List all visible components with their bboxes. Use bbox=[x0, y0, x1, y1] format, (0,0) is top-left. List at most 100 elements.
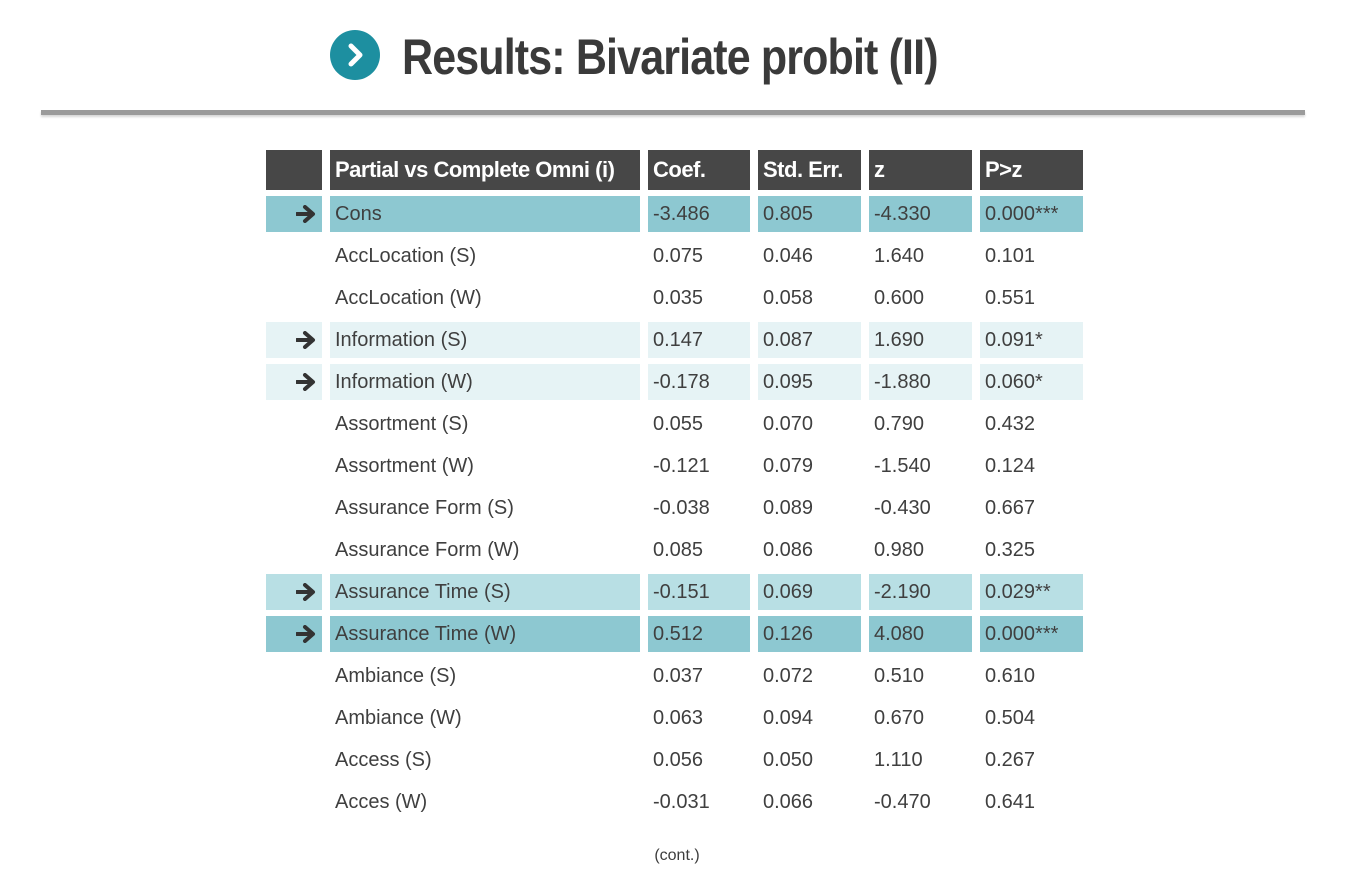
cell-variable: AccLocation (W) bbox=[335, 286, 482, 309]
cell-std-err: 0.050 bbox=[763, 748, 814, 771]
row-marker-cell bbox=[266, 784, 322, 820]
cell-z: 0.600 bbox=[874, 286, 925, 309]
row-marker-cell bbox=[266, 700, 322, 736]
chevron-glyph bbox=[348, 43, 363, 67]
cell-z: 1.640 bbox=[874, 244, 925, 267]
cell-p-value: 0.267 bbox=[985, 748, 1036, 771]
cell-p-value: 0.060* bbox=[980, 364, 1083, 400]
table-row: Information (W) -0.178 0.095 -1.880 0.060* bbox=[266, 364, 1083, 400]
cell-variable: Assurance Time (S) bbox=[330, 574, 640, 610]
cell-coef: -0.151 bbox=[648, 574, 750, 610]
cell-coef: -0.121 bbox=[653, 454, 710, 477]
cell-p-value: 0.124 bbox=[985, 454, 1036, 477]
table-row: Assurance Time (S) -0.151 0.069 -2.190 0.029… bbox=[266, 574, 1083, 610]
cell-z: 1.110 bbox=[874, 748, 923, 771]
slide-title: Results: Bivariate probit (II) bbox=[401, 29, 939, 85]
cell-variable: Assurance Form (W) bbox=[335, 538, 520, 561]
cell-std-err: 0.086 bbox=[763, 538, 814, 561]
cell-p-value: 0.091* bbox=[980, 322, 1083, 358]
table-row: Assortment (S) 0.055 0.070 0.790 0.432 bbox=[266, 406, 1083, 442]
table-row: AccLocation (W) 0.035 0.058 0.600 0.551 bbox=[266, 280, 1083, 316]
table-row: Assortment (W) -0.121 0.079 -1.540 0.124 bbox=[266, 448, 1083, 484]
cell-variable: Acces (W) bbox=[335, 790, 428, 813]
cell-z: 0.670 bbox=[874, 706, 925, 729]
row-marker-cell bbox=[266, 322, 322, 358]
cell-coef: 0.063 bbox=[653, 706, 704, 729]
cell-coef: 0.085 bbox=[653, 538, 704, 561]
cell-z: -2.190 bbox=[869, 574, 972, 610]
row-marker-cell bbox=[266, 196, 322, 232]
cell-p-value: 0.551 bbox=[985, 286, 1036, 309]
table-row: Access (S) 0.056 0.050 1.110 0.267 bbox=[266, 742, 1083, 778]
cell-z: 1.690 bbox=[869, 322, 972, 358]
cell-z: -4.330 bbox=[869, 196, 972, 232]
cell-p-value: 0.000*** bbox=[980, 196, 1083, 232]
cell-p-value: 0.610 bbox=[985, 664, 1036, 687]
row-marker-cell bbox=[266, 490, 322, 526]
arrow-right-icon bbox=[296, 581, 316, 603]
cell-variable: Ambiance (W) bbox=[335, 706, 462, 729]
row-marker-cell bbox=[266, 448, 322, 484]
cell-p-value: 0.000*** bbox=[980, 616, 1083, 652]
cell-p-value: 0.029** bbox=[980, 574, 1083, 610]
row-marker-cell bbox=[266, 742, 322, 778]
arrow-right-icon bbox=[296, 203, 316, 225]
header-marker-column bbox=[266, 150, 322, 190]
cell-coef: 0.055 bbox=[653, 412, 704, 435]
row-marker-cell bbox=[266, 280, 322, 316]
results-table-body: Cons -3.486 0.805 -4.330 0.000*** AccLocation… bbox=[266, 196, 1083, 820]
table-row: Assurance Form (S) -0.038 0.089 -0.430 0.667 bbox=[266, 490, 1083, 526]
table-row: Information (S) 0.147 0.087 1.690 0.091* bbox=[266, 322, 1083, 358]
row-marker-cell bbox=[266, 238, 322, 274]
cell-z: -0.470 bbox=[874, 790, 931, 813]
cell-coef: 0.512 bbox=[648, 616, 750, 652]
cell-p-value: 0.325 bbox=[985, 538, 1036, 561]
cell-coef: -0.178 bbox=[648, 364, 750, 400]
cell-variable: Assortment (S) bbox=[335, 412, 469, 435]
row-marker-cell bbox=[266, 658, 322, 694]
cell-variable: Cons bbox=[330, 196, 640, 232]
table-row: Cons -3.486 0.805 -4.330 0.000*** bbox=[266, 196, 1083, 232]
cell-p-value: 0.641 bbox=[985, 790, 1036, 813]
cell-coef: -3.486 bbox=[648, 196, 750, 232]
arrow-right-icon bbox=[296, 623, 316, 645]
continued-note: (cont.) bbox=[654, 847, 700, 864]
cell-coef: -0.038 bbox=[653, 496, 710, 519]
cell-std-err: 0.066 bbox=[763, 790, 814, 813]
cell-std-err: 0.069 bbox=[758, 574, 861, 610]
table-row: AccLocation (S) 0.075 0.046 1.640 0.101 bbox=[266, 238, 1083, 274]
cell-coef: 0.147 bbox=[648, 322, 750, 358]
cell-z: -1.540 bbox=[874, 454, 931, 477]
row-marker-cell bbox=[266, 532, 322, 568]
table-row: Assurance Form (W) 0.085 0.086 0.980 0.325 bbox=[266, 532, 1083, 568]
cell-std-err: 0.126 bbox=[758, 616, 861, 652]
cell-std-err: 0.070 bbox=[763, 412, 814, 435]
cell-z: 0.510 bbox=[874, 664, 925, 687]
cell-std-err: 0.805 bbox=[758, 196, 861, 232]
cell-variable: Assurance Form (S) bbox=[335, 496, 514, 519]
results-table: Partial vs Complete Omni (i) Coef. Std. … bbox=[258, 144, 1091, 826]
slide-title-bar: Results: Bivariate probit (II) bbox=[0, 22, 1354, 92]
cell-variable: AccLocation (S) bbox=[335, 244, 477, 267]
row-marker-cell bbox=[266, 574, 322, 610]
cell-std-err: 0.079 bbox=[763, 454, 814, 477]
header-std-err: Std. Err. bbox=[758, 150, 861, 190]
cell-std-err: 0.095 bbox=[758, 364, 861, 400]
cell-std-err: 0.072 bbox=[763, 664, 814, 687]
cell-variable: Information (W) bbox=[330, 364, 640, 400]
cell-z: -0.430 bbox=[874, 496, 931, 519]
header-z: z bbox=[869, 150, 972, 190]
cell-p-value: 0.504 bbox=[985, 706, 1036, 729]
cell-variable: Information (S) bbox=[330, 322, 640, 358]
table-row: Ambiance (W) 0.063 0.094 0.670 0.504 bbox=[266, 700, 1083, 736]
cell-coef: -0.031 bbox=[653, 790, 710, 813]
cell-std-err: 0.089 bbox=[763, 496, 814, 519]
table-row: Acces (W) -0.031 0.066 -0.470 0.641 bbox=[266, 784, 1083, 820]
cell-p-value: 0.101 bbox=[985, 244, 1036, 267]
cell-variable: Assortment (W) bbox=[335, 454, 474, 477]
header-p-value: P>z bbox=[980, 150, 1083, 190]
row-marker-cell bbox=[266, 406, 322, 442]
row-marker-cell bbox=[266, 364, 322, 400]
cell-std-err: 0.046 bbox=[763, 244, 814, 267]
cell-std-err: 0.094 bbox=[763, 706, 814, 729]
